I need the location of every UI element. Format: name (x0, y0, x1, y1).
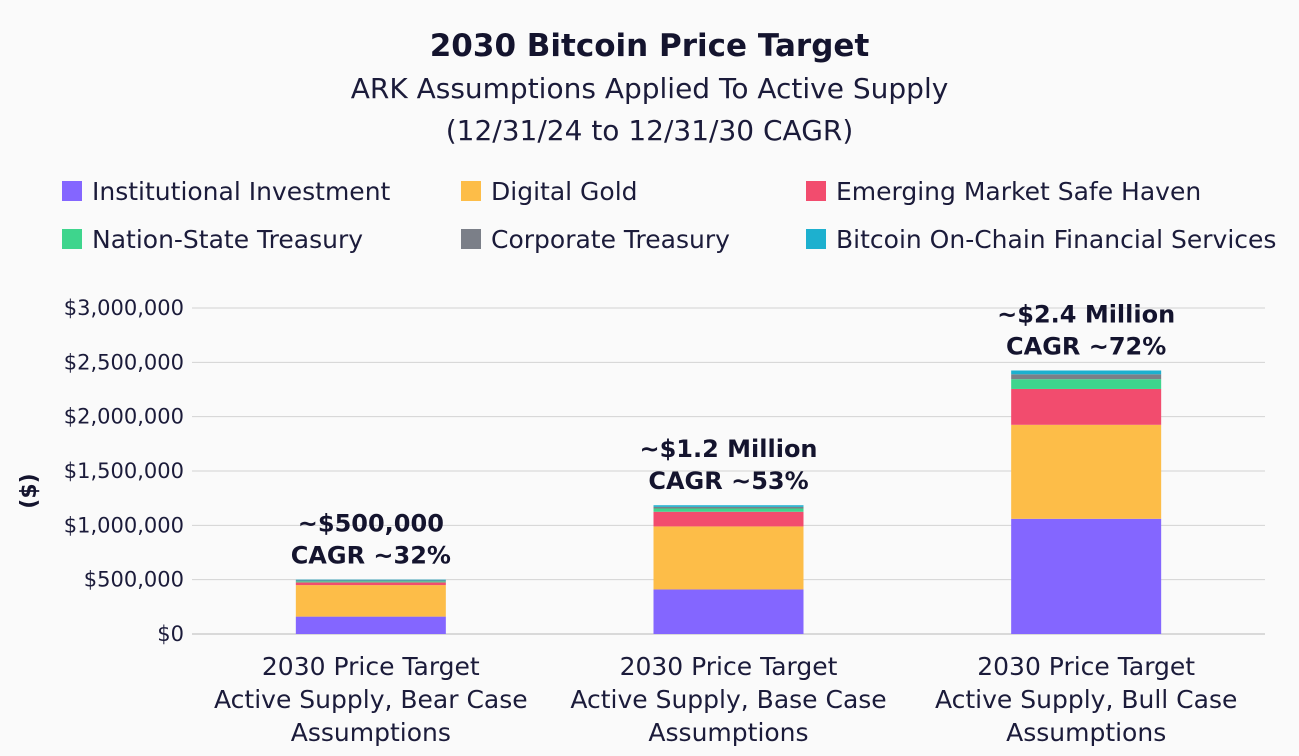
legend-item-institutional: Institutional Investment (62, 176, 390, 206)
legend-label: Bitcoin On-Chain Financial Services (836, 224, 1277, 254)
y-tick-label: $0 (157, 622, 184, 646)
x-category-label: Active Supply, Base Case (570, 685, 886, 714)
bar-segment (1011, 388, 1162, 425)
bar-segment (653, 511, 804, 527)
bar-segment (653, 589, 804, 634)
bar-segment (295, 581, 446, 583)
legend-item-digital-gold: Digital Gold (461, 176, 638, 206)
y-tick-label: $2,500,000 (64, 350, 184, 374)
legend-swatch (806, 181, 826, 201)
legend-swatch (461, 181, 481, 201)
legend-swatch (806, 229, 826, 249)
bar-segment (1011, 518, 1162, 634)
y-tick-label: $500,000 (84, 568, 184, 592)
bar-segment (1011, 370, 1162, 375)
y-tick-label: $2,000,000 (64, 405, 184, 429)
bar-price-label: ~$2.4 Million (997, 300, 1175, 328)
chart-subtitle: ARK Assumptions Applied To Active Supply (350, 72, 949, 105)
legend-swatch (62, 181, 82, 201)
bar-segment (653, 505, 804, 507)
x-category-label: Active Supply, Bear Case (214, 685, 528, 714)
legend-label: Nation-State Treasury (92, 224, 364, 254)
bar-cagr-label: CAGR ~72% (1006, 332, 1166, 360)
bar-segment (295, 579, 446, 581)
bar-cagr-label: CAGR ~53% (648, 467, 808, 495)
bar-price-label: ~$1.2 Million (639, 435, 817, 463)
bar-segment (1011, 424, 1162, 519)
bar-segment (1011, 374, 1162, 380)
y-axis-label: ($) (17, 473, 42, 508)
bar-segment (1011, 379, 1162, 389)
legend-swatch (62, 229, 82, 249)
legend-item-emerging-market: Emerging Market Safe Haven (806, 176, 1201, 206)
bar-segment (653, 526, 804, 590)
x-category-label: Assumptions (648, 718, 808, 747)
bar-segment (653, 508, 804, 512)
bar-segment (653, 506, 804, 509)
legend-item-nation-state: Nation-State Treasury (62, 224, 363, 254)
legend-label: Corporate Treasury (491, 224, 730, 254)
chart-title: 2030 Bitcoin Price Target (429, 28, 870, 64)
legend-label: Emerging Market Safe Haven (836, 176, 1202, 206)
x-category-label: Assumptions (291, 718, 451, 747)
x-category-label: Active Supply, Bull Case (935, 685, 1237, 714)
y-tick-label: $1,500,000 (64, 459, 184, 483)
legend-item-onchain: Bitcoin On-Chain Financial Services (806, 224, 1276, 254)
x-category-label: Assumptions (1006, 718, 1166, 747)
y-tick-label: $3,000,000 (64, 296, 184, 320)
legend-label: Institutional Investment (92, 176, 391, 206)
bar-segment (295, 616, 446, 634)
chart-subtitle-dates: (12/31/24 to 12/31/30 CAGR) (445, 114, 854, 147)
bar-cagr-label: CAGR ~32% (291, 542, 451, 570)
x-category-label: 2030 Price Target (620, 652, 838, 681)
y-tick-label: $1,000,000 (64, 513, 184, 537)
bar-segment (295, 580, 446, 582)
bar-price-label: ~$500,000 (298, 510, 444, 538)
legend-item-corporate: Corporate Treasury (461, 224, 730, 254)
legend-swatch (461, 229, 481, 249)
bar-segment (295, 582, 446, 586)
x-category-label: 2030 Price Target (262, 652, 480, 681)
legend-label: Digital Gold (491, 176, 638, 206)
x-category-label: 2030 Price Target (977, 652, 1195, 681)
bar-segment (295, 585, 446, 617)
